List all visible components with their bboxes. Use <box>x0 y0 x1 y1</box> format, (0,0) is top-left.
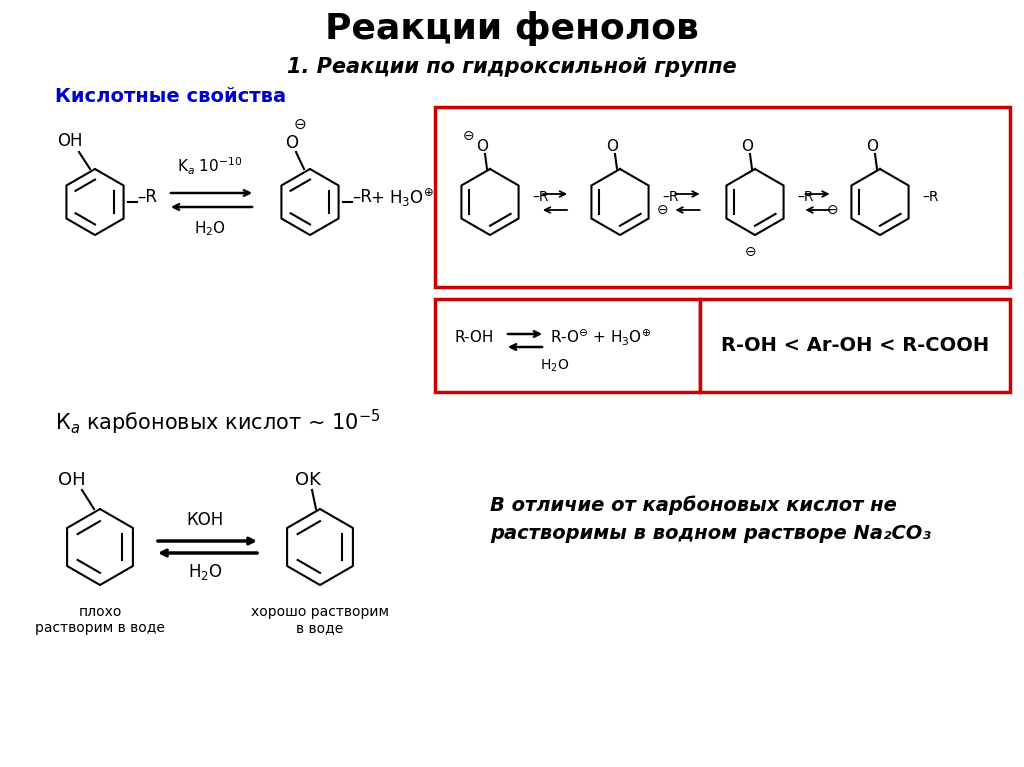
Text: 1. Реакции по гидроксильной группе: 1. Реакции по гидроксильной группе <box>287 57 737 77</box>
Text: Реакции фенолов: Реакции фенолов <box>325 12 699 47</box>
Text: O: O <box>476 139 488 154</box>
Text: $\ominus$: $\ominus$ <box>655 203 669 217</box>
Text: плохо
растворим в воде: плохо растворим в воде <box>35 605 165 635</box>
Text: R-OH < Ar-OH < R-COOH: R-OH < Ar-OH < R-COOH <box>721 336 989 355</box>
Text: В отличие от карбоновых кислот не
растворимы в водном растворе Na₂CO₃: В отличие от карбоновых кислот не раство… <box>490 495 931 543</box>
Text: $\ominus$: $\ominus$ <box>462 129 474 143</box>
Text: –R: –R <box>922 190 939 204</box>
Text: H$_2$O: H$_2$O <box>541 357 569 374</box>
Text: хорошо растворим
в воде: хорошо растворим в воде <box>251 605 389 635</box>
Text: O: O <box>606 139 618 154</box>
Text: OH: OH <box>58 471 86 489</box>
Text: $\ominus$: $\ominus$ <box>293 117 306 132</box>
Text: R-O$^{\ominus}$ + H$_3$O$^{\oplus}$: R-O$^{\ominus}$ + H$_3$O$^{\oplus}$ <box>550 327 651 347</box>
Text: –R: –R <box>137 188 157 206</box>
Text: + H$_3$O$^{\oplus}$: + H$_3$O$^{\oplus}$ <box>370 188 434 210</box>
Text: OH: OH <box>57 132 83 150</box>
Text: O: O <box>286 134 299 152</box>
Text: –R: –R <box>797 190 813 204</box>
Text: R-OH: R-OH <box>455 330 495 344</box>
Text: H$_2$O: H$_2$O <box>194 219 226 238</box>
Text: КОН: КОН <box>186 511 223 529</box>
Bar <box>700 299 1010 392</box>
Text: $\ominus$: $\ominus$ <box>825 203 839 217</box>
Text: –R: –R <box>662 190 679 204</box>
Bar <box>435 299 700 392</box>
Text: К$_a$ карбоновых кислот ~ 10$^{-5}$: К$_a$ карбоновых кислот ~ 10$^{-5}$ <box>55 407 381 436</box>
Text: O: O <box>866 139 878 154</box>
Text: OK: OK <box>295 471 321 489</box>
Text: –R: –R <box>532 190 549 204</box>
Text: –R: –R <box>352 188 372 206</box>
Text: Кислотные свойства: Кислотные свойства <box>55 87 286 107</box>
Text: H$_2$O: H$_2$O <box>187 562 222 582</box>
Text: O: O <box>741 139 753 154</box>
Text: $\ominus$: $\ominus$ <box>743 245 756 259</box>
Bar <box>435 107 1010 287</box>
Text: K$_a$ 10$^{-10}$: K$_a$ 10$^{-10}$ <box>177 156 243 177</box>
